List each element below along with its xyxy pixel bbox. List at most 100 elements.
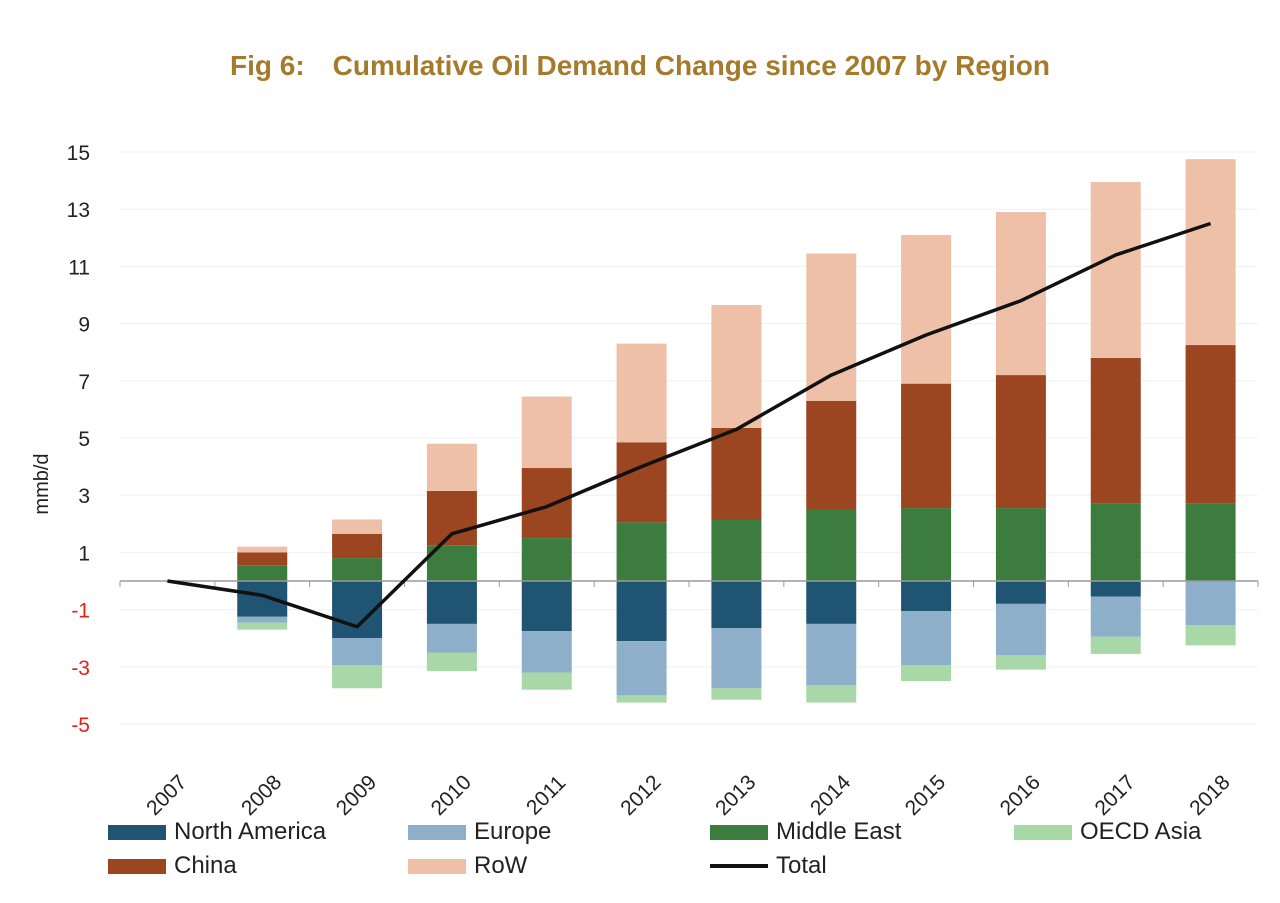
legend-swatch: [108, 824, 166, 840]
legend-item-china: China: [108, 852, 237, 880]
bar-europe-2009: [332, 638, 383, 666]
gridlines: [120, 151, 1258, 725]
bar-china-2012: [616, 442, 667, 523]
bar-china-2008: [237, 552, 288, 566]
bar-row-2010: [426, 443, 477, 491]
bar-north-america-2008: [237, 581, 288, 617]
legend-swatch: [408, 858, 466, 874]
bar-middle-east-2014: [806, 509, 857, 581]
bar-oecd-asia-2012: [616, 695, 667, 703]
legend-label: China: [174, 852, 237, 879]
bar-oecd-asia-2010: [426, 652, 477, 672]
x-tick-label: 2017: [1091, 771, 1140, 820]
x-tick-label: 2014: [806, 771, 856, 821]
figure-number: Fig 6:: [230, 50, 305, 81]
bar-china-2015: [901, 383, 952, 509]
bar-europe-2012: [616, 641, 667, 696]
bar-china-2018: [1185, 345, 1236, 504]
x-tick-label: 2015: [901, 771, 950, 820]
bar-oecd-asia-2013: [711, 688, 762, 700]
legend-item-north-america: North America: [108, 818, 326, 846]
y-tick-label: -1: [71, 600, 90, 623]
legend-swatch: [1014, 824, 1072, 840]
bar-oecd-asia-2008: [237, 622, 288, 630]
x-tick-label: 2009: [332, 771, 381, 820]
bar-oecd-asia-2018: [1185, 625, 1236, 646]
y-tick-label: -5: [71, 714, 90, 737]
bar-middle-east-2016: [995, 508, 1046, 581]
x-tick-label: 2011: [522, 771, 570, 819]
chart-title: Fig 6: Cumulative Oil Demand Change since…: [0, 50, 1280, 82]
bar-middle-east-2017: [1090, 503, 1141, 581]
y-tick-label: 11: [68, 256, 90, 279]
x-tick-label: 2018: [1185, 771, 1234, 820]
bar-europe-2013: [711, 628, 762, 689]
bar-north-america-2015: [901, 581, 952, 612]
bar-china-2010: [426, 490, 477, 546]
total-line: [167, 221, 1212, 629]
bar-north-america-2013: [711, 581, 762, 629]
bar-oecd-asia-2009: [332, 665, 383, 689]
bar-row-2009: [332, 519, 383, 534]
bar-row-2018: [1185, 159, 1236, 346]
bar-china-2009: [332, 533, 383, 559]
legend-item-europe: Europe: [408, 818, 551, 846]
bar-north-america-2014: [806, 581, 857, 624]
bar-china-2013: [711, 427, 762, 520]
x-tick-label: 2007: [142, 771, 191, 820]
y-axis-label: mmb/d: [31, 453, 53, 514]
bar-china-2016: [995, 375, 1046, 509]
bar-row-2008: [237, 546, 288, 553]
legend-label: North America: [174, 818, 327, 845]
bar-oecd-asia-2015: [901, 665, 952, 682]
bar-oecd-asia-2016: [995, 655, 1046, 670]
legend-swatch: [408, 824, 466, 840]
legend-item-row: RoW: [408, 852, 527, 880]
bar-middle-east-2013: [711, 519, 762, 581]
y-tick-label: 9: [78, 314, 90, 337]
y-tick-label: 7: [78, 371, 90, 394]
bar-north-america-2017: [1090, 581, 1141, 597]
total-line-layer: [167, 221, 1212, 629]
bar-north-america-2010: [426, 581, 477, 624]
bar-china-2014: [806, 400, 857, 510]
legend-item-oecd-asia: OECD Asia: [1014, 818, 1201, 846]
bar-oecd-asia-2014: [806, 685, 857, 703]
legend-label: Total: [776, 852, 827, 879]
title-text: Cumulative Oil Demand Change since 2007 …: [332, 50, 1050, 81]
x-tick-label: 2012: [616, 771, 665, 820]
bar-china-2011: [521, 468, 572, 539]
legend-item-middle-east: Middle East: [710, 818, 901, 846]
bar-europe-2008: [237, 616, 288, 623]
axes: [119, 580, 1259, 587]
y-tick-label: 15: [67, 142, 90, 165]
y-tick-label: 13: [67, 199, 90, 222]
bar-europe-2015: [901, 611, 952, 666]
x-tick-label: 2016: [996, 771, 1045, 820]
bar-oecd-asia-2011: [521, 672, 572, 690]
bar-middle-east-2011: [521, 538, 572, 581]
bar-europe-2014: [806, 623, 857, 686]
bar-north-america-2016: [995, 581, 1046, 604]
bar-middle-east-2015: [901, 508, 952, 581]
legend-swatch: [108, 858, 166, 874]
legend-swatch: [710, 824, 768, 840]
bar-row-2015: [901, 234, 952, 384]
bar-europe-2017: [1090, 596, 1141, 637]
legend-label: Europe: [474, 818, 552, 845]
bar-middle-east-2018: [1185, 503, 1236, 581]
bar-row-2012: [616, 343, 667, 443]
bar-europe-2016: [995, 603, 1046, 656]
legend-swatch: [710, 864, 768, 868]
legend-label: RoW: [474, 852, 528, 879]
bar-north-america-2012: [616, 581, 667, 642]
bar-middle-east-2009: [332, 558, 383, 581]
y-tick-label: 1: [78, 542, 90, 565]
bar-row-2011: [521, 396, 572, 469]
x-tick-label: 2013: [711, 771, 760, 820]
bar-middle-east-2008: [237, 565, 288, 581]
bar-north-america-2011: [521, 581, 572, 632]
legend-label: Middle East: [776, 818, 902, 845]
x-tick-label: 2008: [237, 771, 286, 820]
legend-item-total: Total: [710, 852, 827, 880]
